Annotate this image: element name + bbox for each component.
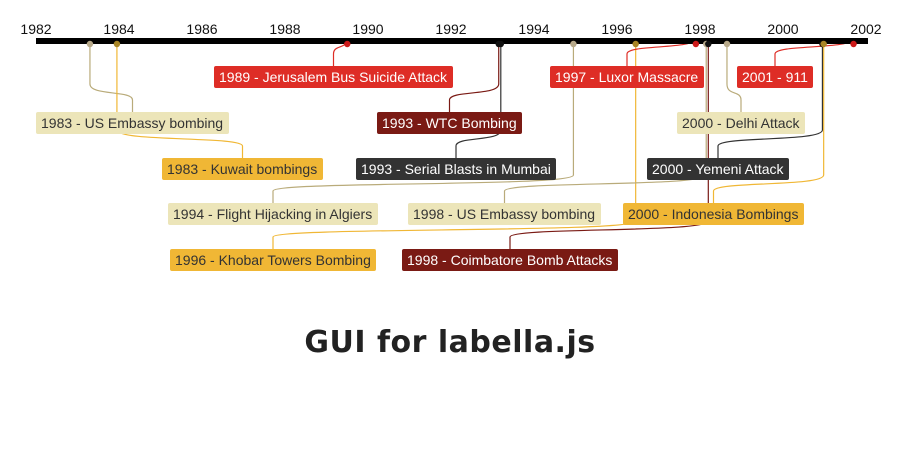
event-label-text: 1983 - Kuwait bombings — [167, 161, 317, 177]
event-dot[interactable] — [497, 40, 504, 48]
event-label-text: 1998 - US Embassy bombing — [413, 206, 595, 222]
axis-ticks: 1982 1984 1986 1988 1990 1992 1994 1996 1998 2000… — [20, 21, 881, 37]
event-label-box[interactable] — [402, 249, 618, 271]
event-label-box[interactable] — [214, 66, 453, 88]
connector-link — [89, 45, 134, 112]
event-dot[interactable] — [820, 40, 827, 48]
event-label-box[interactable] — [737, 66, 813, 88]
connector-link — [455, 45, 502, 158]
timeline-axis — [36, 38, 868, 44]
connector-link — [448, 45, 500, 112]
connector-link — [712, 45, 825, 203]
event-label-box[interactable] — [377, 112, 522, 134]
event-dot[interactable] — [723, 40, 731, 48]
axis-tick-label: 2002 — [850, 21, 881, 37]
event-labels: 1983 - US Embassy bombing 1983 - Kuwait b… — [36, 66, 813, 271]
event-label-box[interactable] — [36, 112, 229, 134]
axis-tick-label: 1984 — [103, 21, 134, 37]
axis-tick-label: 1994 — [518, 21, 549, 37]
event-label-box[interactable] — [677, 112, 805, 134]
event-dot[interactable] — [632, 40, 639, 48]
event-label-text: 1997 - Luxor Massacre — [555, 69, 698, 85]
axis-tick-label: 1998 — [684, 21, 715, 37]
event-label-box[interactable] — [356, 158, 556, 180]
event-label-text: 1989 - Jerusalem Bus Suicide Attack — [219, 69, 448, 85]
event-label-box[interactable] — [170, 249, 376, 271]
event-label-box[interactable] — [168, 203, 378, 225]
connector-link — [726, 45, 742, 112]
event-label-text: 2000 - Indonesia Bombings — [628, 206, 798, 222]
event-label-box[interactable] — [623, 203, 804, 225]
event-dot[interactable] — [692, 40, 700, 48]
event-label-text: 1993 - WTC Bombing — [382, 115, 517, 131]
event-dot[interactable] — [705, 40, 712, 48]
event-label-box[interactable] — [162, 158, 323, 180]
event-label-text: 1996 - Khobar Towers Bombing — [175, 252, 371, 268]
event-label-box[interactable] — [550, 66, 704, 88]
page-caption: GUI for labella.js — [304, 325, 596, 360]
event-dot[interactable] — [850, 40, 857, 48]
event-label-text: 2000 - Yemeni Attack — [652, 161, 785, 177]
event-label-text: 2000 - Delhi Attack — [682, 115, 801, 131]
axis-tick-label: 1990 — [352, 21, 383, 37]
axis-tick-label: 1992 — [435, 21, 466, 37]
event-label-box[interactable] — [647, 158, 789, 180]
event-dots — [86, 40, 857, 48]
axis-tick-label: 2000 — [767, 21, 798, 37]
connector-link — [717, 45, 824, 158]
event-label-text: 1993 - Serial Blasts in Mumbai — [361, 161, 551, 177]
axis-tick-label: 1982 — [20, 21, 51, 37]
axis-tick-label: 1986 — [186, 21, 217, 37]
timeline-chart: 1982 1984 1986 1988 1990 1992 1994 1996 1998 2000… — [20, 21, 882, 271]
connector-link — [272, 45, 575, 203]
event-label-text: 2001 - 911 — [742, 69, 808, 85]
axis-tick-label: 1996 — [601, 21, 632, 37]
event-dot[interactable] — [570, 40, 577, 48]
event-dot[interactable] — [86, 40, 94, 48]
connector-link — [116, 45, 244, 158]
event-label-text: 1998 - Coimbatore Bomb Attacks — [407, 252, 612, 268]
event-dot[interactable] — [113, 40, 121, 48]
event-label-text: 1994 - Flight Hijacking in Algiers — [173, 206, 372, 222]
event-dot[interactable] — [344, 40, 351, 48]
event-label-box[interactable] — [408, 203, 601, 225]
event-label-text: 1983 - US Embassy bombing — [41, 115, 223, 131]
axis-tick-label: 1988 — [269, 21, 300, 37]
